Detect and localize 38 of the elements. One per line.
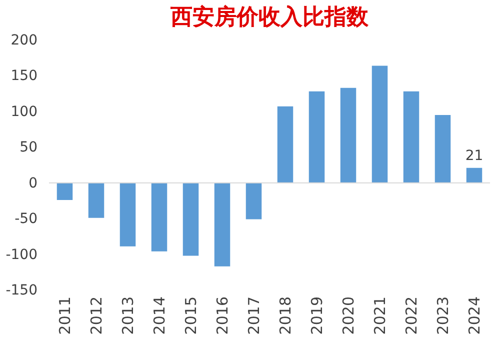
x-tick-label: 2024 — [465, 296, 484, 335]
bar — [182, 182, 199, 256]
x-tick-label: 2018 — [276, 296, 294, 335]
bar — [466, 168, 482, 183]
data-label: 21 — [465, 148, 484, 164]
y-tick-label: 100 — [10, 104, 38, 120]
x-tick-label: 2016 — [213, 296, 232, 335]
x-tick-label: 2021 — [370, 296, 389, 335]
bar — [434, 115, 451, 183]
x-tick-label: 2013 — [118, 296, 137, 335]
x-tick-label: 2019 — [308, 296, 326, 335]
y-tick-label: -100 — [6, 246, 38, 263]
bar — [151, 182, 168, 252]
x-tick-label: 2020 — [339, 296, 358, 335]
y-tick-label: 0 — [28, 175, 38, 192]
bar — [246, 182, 262, 220]
bar — [372, 66, 388, 183]
y-tick-label: 200 — [10, 32, 38, 48]
bar — [88, 182, 104, 218]
y-tick-label: -50 — [14, 211, 38, 228]
bar — [277, 106, 294, 183]
x-tick-label: 2022 — [402, 296, 420, 335]
bar — [56, 182, 73, 200]
bar — [308, 91, 325, 183]
y-tick-label: 150 — [10, 68, 38, 84]
bar — [403, 91, 420, 183]
bar — [340, 88, 356, 183]
x-tick-label: 2015 — [182, 296, 200, 335]
x-tick-label: 2011 — [56, 296, 74, 335]
bar — [120, 182, 136, 246]
y-tick-label: 50 — [20, 140, 38, 156]
x-tick-label: 2017 — [244, 296, 263, 335]
x-tick-label: 2012 — [87, 296, 106, 335]
chart-title: 西安房价收入比指数 — [170, 4, 370, 30]
x-tick-label: 2014 — [150, 296, 168, 335]
y-tick-label: -150 — [6, 282, 38, 298]
x-tick-label: 2023 — [434, 296, 452, 335]
bar — [214, 182, 230, 266]
